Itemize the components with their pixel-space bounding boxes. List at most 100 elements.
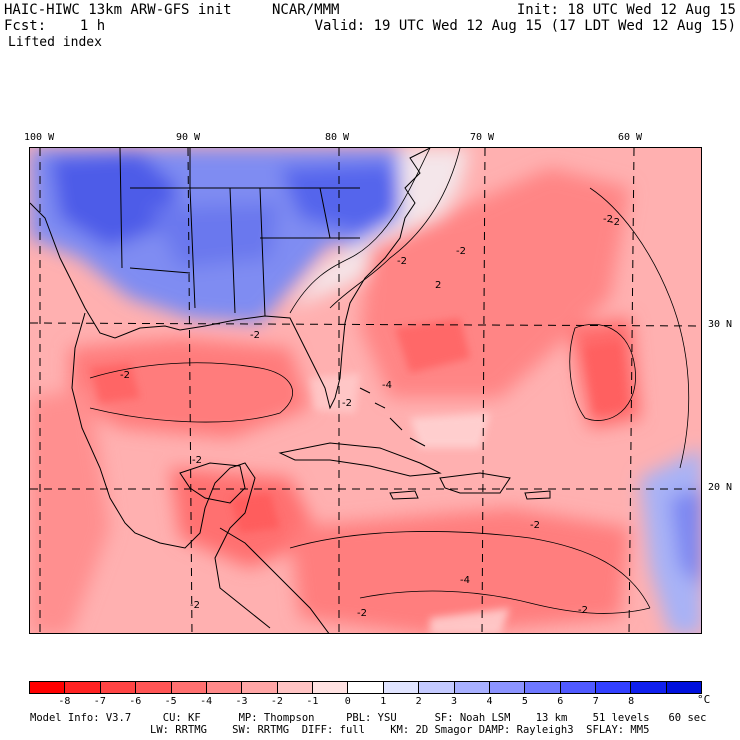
unstable-mexico bbox=[30, 388, 110, 633]
contour-m2-atlantic bbox=[329, 148, 461, 309]
stable-core-west bbox=[50, 153, 180, 248]
colorbar-swatch bbox=[666, 682, 702, 693]
colorbar-tick-label: -8 bbox=[58, 696, 71, 707]
lon-label-60w: 60 W bbox=[618, 132, 643, 143]
colorbar-swatch bbox=[206, 682, 243, 693]
colorbar-tick-label: -3 bbox=[235, 696, 248, 707]
contour-zero bbox=[289, 148, 431, 314]
bahamas-outline bbox=[359, 387, 426, 447]
contour-label: -2 bbox=[190, 600, 200, 611]
lon-label-70w: 70 W bbox=[470, 132, 495, 143]
colorbar-swatch bbox=[242, 682, 278, 693]
colorbar-tick-label: 8 bbox=[628, 696, 635, 707]
colorbar-swatch bbox=[348, 682, 384, 693]
contour-labels: -2 -2 -2 -2 -2 -2 -2 -4 -4 -2 -2 -2 -2 -… bbox=[120, 214, 620, 619]
colorbar-swatch bbox=[383, 682, 420, 693]
contour-label: -2 bbox=[610, 217, 620, 228]
colorbar-tick-label: -1 bbox=[306, 696, 319, 707]
puerto-rico-outline bbox=[524, 490, 551, 500]
contour-label: -2 bbox=[342, 398, 352, 409]
colorbar-tick-label: 7 bbox=[592, 696, 599, 707]
lon-label-100w: 100 W bbox=[24, 132, 55, 143]
colorbar-tick-label: 5 bbox=[521, 696, 528, 707]
lifted-index-map: -2 -2 -2 -2 -2 -2 -2 -4 -4 -2 -2 -2 -2 -… bbox=[29, 147, 702, 634]
lat-label-30n: 30 N bbox=[708, 319, 733, 330]
colorbar-tick-label: -2 bbox=[270, 696, 283, 707]
field-detail bbox=[90, 318, 625, 633]
colorbar-tick-label: 2 bbox=[415, 696, 422, 707]
contour-label: -4 bbox=[382, 380, 392, 391]
contour-label: -2 bbox=[192, 455, 202, 466]
colorbar-tick-label: 0 bbox=[344, 696, 351, 707]
contour-label: 2 bbox=[435, 280, 441, 291]
colorbar-tick-label: -6 bbox=[129, 696, 142, 707]
stable-core-central bbox=[150, 203, 280, 268]
colorbar-tick-label: 1 bbox=[380, 696, 387, 707]
jamaica-outline bbox=[389, 490, 419, 500]
detail-cell-7 bbox=[430, 608, 510, 633]
lon-label-80w: 80 W bbox=[325, 132, 350, 143]
colorbar-unit: °C bbox=[697, 693, 711, 706]
colorbar-swatch bbox=[560, 682, 596, 693]
detail-cell-4 bbox=[310, 373, 360, 413]
colorbar-swatch bbox=[136, 682, 172, 693]
field-name: Lifted index bbox=[8, 35, 102, 50]
colorbar-swatch bbox=[454, 682, 490, 693]
map-canvas: -2 -2 -2 -2 -2 -2 -2 -4 -4 -2 -2 -2 -2 -… bbox=[30, 148, 701, 633]
contour-south-band bbox=[359, 590, 651, 614]
colorbar-swatch bbox=[419, 682, 455, 693]
detail-cell-3 bbox=[90, 363, 140, 403]
detail-cell-2 bbox=[585, 343, 625, 413]
hispaniola-outline bbox=[439, 472, 511, 494]
contour-label: -2 bbox=[397, 256, 407, 267]
init-time: Init: 18 UTC Wed 12 Aug 15 bbox=[516, 2, 736, 18]
contour-m2-gulf bbox=[89, 362, 293, 423]
cuba-outline bbox=[278, 442, 442, 477]
neutral-belt bbox=[290, 148, 470, 308]
forecast-hour: Fcst: 1 h bbox=[4, 18, 106, 34]
yucatan-outline bbox=[179, 462, 246, 504]
detail-cell-1 bbox=[395, 318, 470, 373]
colorbar-swatch bbox=[171, 682, 207, 693]
stable-core-se bbox=[670, 488, 701, 587]
detail-cell-5 bbox=[410, 413, 490, 448]
contour-label: -2 bbox=[578, 605, 588, 616]
colorbar-tick-label: -5 bbox=[164, 696, 177, 707]
contour-m2-caribbean bbox=[289, 531, 651, 609]
contour-label: -2 bbox=[357, 608, 367, 619]
lon-label-90w: 90 W bbox=[176, 132, 201, 143]
contour-label: -2 bbox=[530, 520, 540, 531]
colorbar-swatch bbox=[596, 682, 632, 693]
colorbar-swatch bbox=[100, 682, 137, 693]
colorbar-tick-label: 3 bbox=[451, 696, 458, 707]
colorbar-tick-label: 4 bbox=[486, 696, 493, 707]
contour-label: -2 bbox=[250, 330, 260, 341]
colorbar-swatch bbox=[30, 682, 66, 693]
contour-label: -2 bbox=[120, 370, 130, 381]
detail-cell-6 bbox=[230, 493, 280, 533]
contour-m4-cell bbox=[569, 324, 636, 421]
valid-time: Valid: 19 UTC Wed 12 Aug 15 (17 LDT Wed … bbox=[314, 18, 736, 34]
mexico-coast bbox=[71, 312, 271, 629]
colorbar-swatch bbox=[525, 682, 561, 693]
colorbar-tick-label: 6 bbox=[557, 696, 564, 707]
contour-label: -2 bbox=[603, 214, 613, 225]
stable-core-east bbox=[280, 163, 410, 233]
contour-label: -2 bbox=[456, 246, 466, 257]
colorbar-swatch bbox=[631, 682, 667, 693]
unstable-caribbean bbox=[290, 508, 630, 633]
colorbar-swatch bbox=[489, 682, 526, 693]
us-state-borders bbox=[119, 148, 360, 317]
org-label: NCAR/MMM bbox=[272, 2, 340, 18]
graticule bbox=[30, 148, 701, 633]
meridian-70w bbox=[481, 148, 486, 633]
parallel-30n bbox=[30, 322, 701, 327]
colorbar-tick-label: -4 bbox=[200, 696, 213, 707]
model-info-line-1: Model Info: V3.7 CU: KF MP: Thompson PBL… bbox=[30, 712, 707, 724]
contours bbox=[89, 148, 690, 614]
model-title: HAIC-HIWC 13km ARW-GFS init bbox=[4, 2, 232, 18]
meridian-60w bbox=[628, 148, 635, 633]
colorbar-swatch bbox=[313, 682, 349, 693]
coastlines bbox=[30, 148, 551, 633]
colorbar-tick-label: -7 bbox=[93, 696, 106, 707]
